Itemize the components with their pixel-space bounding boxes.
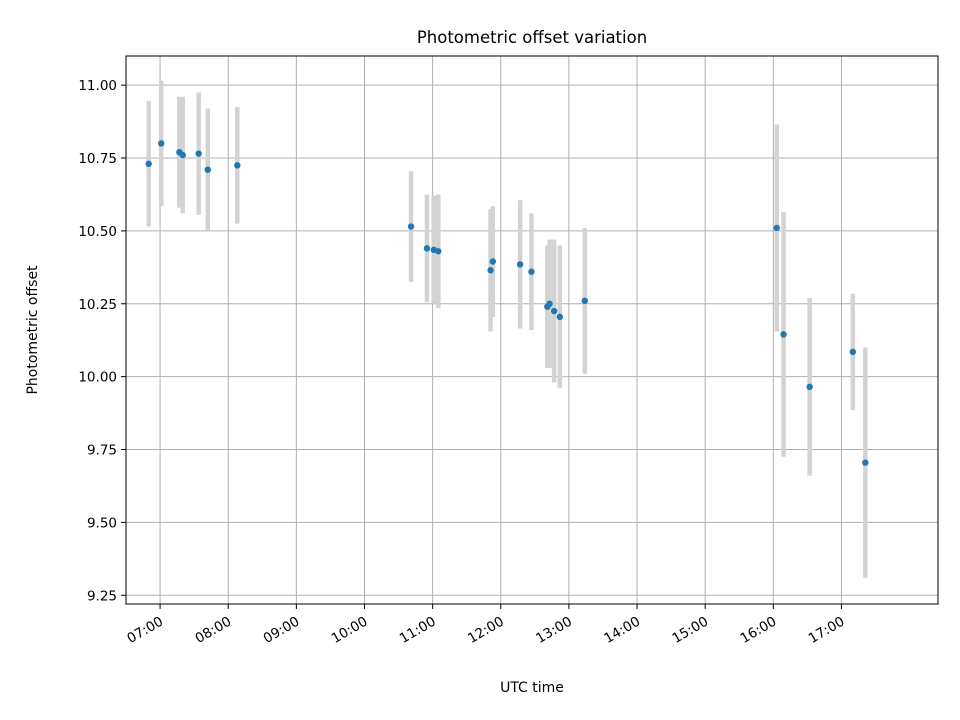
y-tick-label: 10.50 [78, 224, 117, 240]
data-point [423, 245, 431, 252]
y-tick-label: 9.50 [87, 515, 117, 531]
y-axis-ticks: 9.25 9.50 9.75 10.00 10.25 10.50 10.75 11.00 [78, 78, 126, 604]
y-axis-label: Photometric offset [25, 265, 41, 395]
data-point [234, 162, 241, 169]
data-point [204, 166, 211, 173]
y-tick-label: 10.75 [78, 151, 117, 167]
data-point [528, 268, 535, 275]
data-point [556, 313, 564, 321]
y-tick-label: 10.00 [78, 370, 117, 386]
y-tick-label: 11.00 [78, 78, 117, 94]
y-tick-label: 9.75 [87, 443, 117, 459]
data-point [487, 267, 494, 274]
data-point [550, 307, 558, 315]
data-point [546, 300, 553, 307]
data-points [145, 140, 869, 466]
data-point [780, 331, 787, 338]
chart-title: Photometric offset variation [417, 28, 647, 47]
data-point [489, 258, 497, 265]
data-point [806, 383, 813, 391]
data-point [195, 150, 202, 157]
x-axis-label: UTC time [500, 680, 564, 696]
data-point [435, 248, 442, 255]
data-point [581, 297, 589, 305]
data-point [516, 261, 524, 268]
data-point [158, 140, 165, 147]
data-point [862, 459, 869, 466]
y-tick-label: 9.25 [87, 588, 117, 604]
data-point [145, 160, 152, 168]
data-point [407, 223, 415, 230]
data-point [773, 224, 780, 232]
data-point [179, 151, 186, 159]
data-point [849, 348, 857, 356]
plot-area-frame [125, 55, 939, 605]
y-tick-label: 10.25 [78, 297, 117, 313]
